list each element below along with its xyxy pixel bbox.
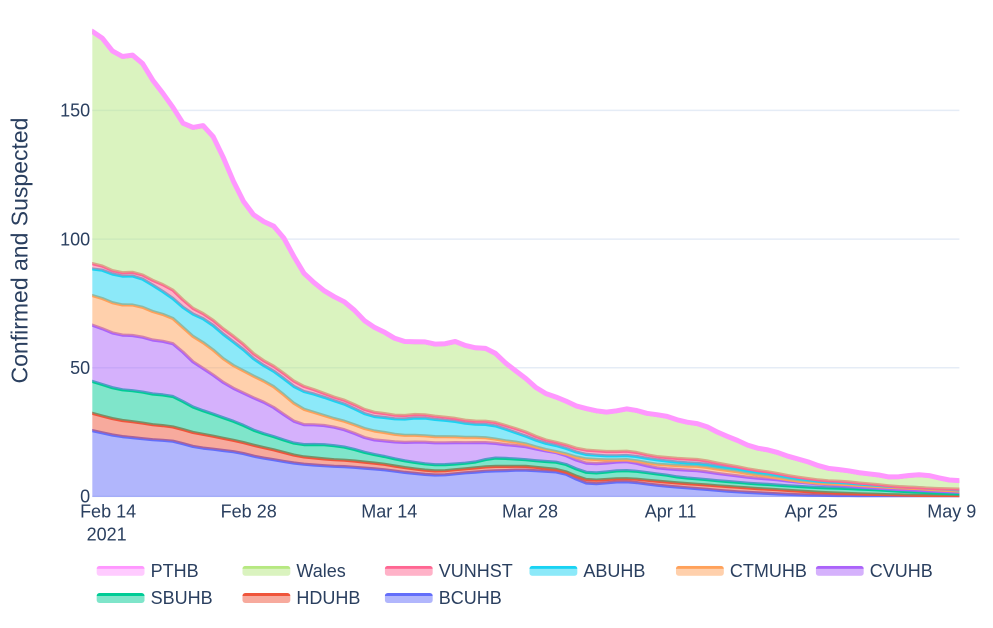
svg-text:Mar 28: Mar 28 xyxy=(502,502,558,522)
svg-text:2021: 2021 xyxy=(87,525,127,545)
svg-text:Feb 14: Feb 14 xyxy=(80,502,136,522)
svg-text:BCUHB: BCUHB xyxy=(439,588,502,608)
svg-text:100: 100 xyxy=(60,229,90,249)
svg-text:PTHB: PTHB xyxy=(151,561,199,581)
svg-text:Feb 28: Feb 28 xyxy=(221,502,277,522)
svg-text:ABUHB: ABUHB xyxy=(583,561,645,581)
svg-text:SBUHB: SBUHB xyxy=(151,588,213,608)
svg-text:Mar 14: Mar 14 xyxy=(361,502,417,522)
svg-text:Apr 11: Apr 11 xyxy=(645,502,697,522)
svg-text:150: 150 xyxy=(60,101,90,121)
svg-text:CTMUHB: CTMUHB xyxy=(730,561,807,581)
svg-text:HDUHB: HDUHB xyxy=(296,588,360,608)
svg-text:Apr 25: Apr 25 xyxy=(785,502,838,522)
svg-text:May 9: May 9 xyxy=(927,502,976,522)
svg-text:Wales: Wales xyxy=(296,561,345,581)
svg-text:CVUHB: CVUHB xyxy=(870,561,933,581)
svg-text:VUNHST: VUNHST xyxy=(439,561,513,581)
svg-text:50: 50 xyxy=(70,358,90,378)
svg-text:0: 0 xyxy=(80,487,90,507)
svg-text:Confirmed and Suspected: Confirmed and Suspected xyxy=(7,118,33,384)
